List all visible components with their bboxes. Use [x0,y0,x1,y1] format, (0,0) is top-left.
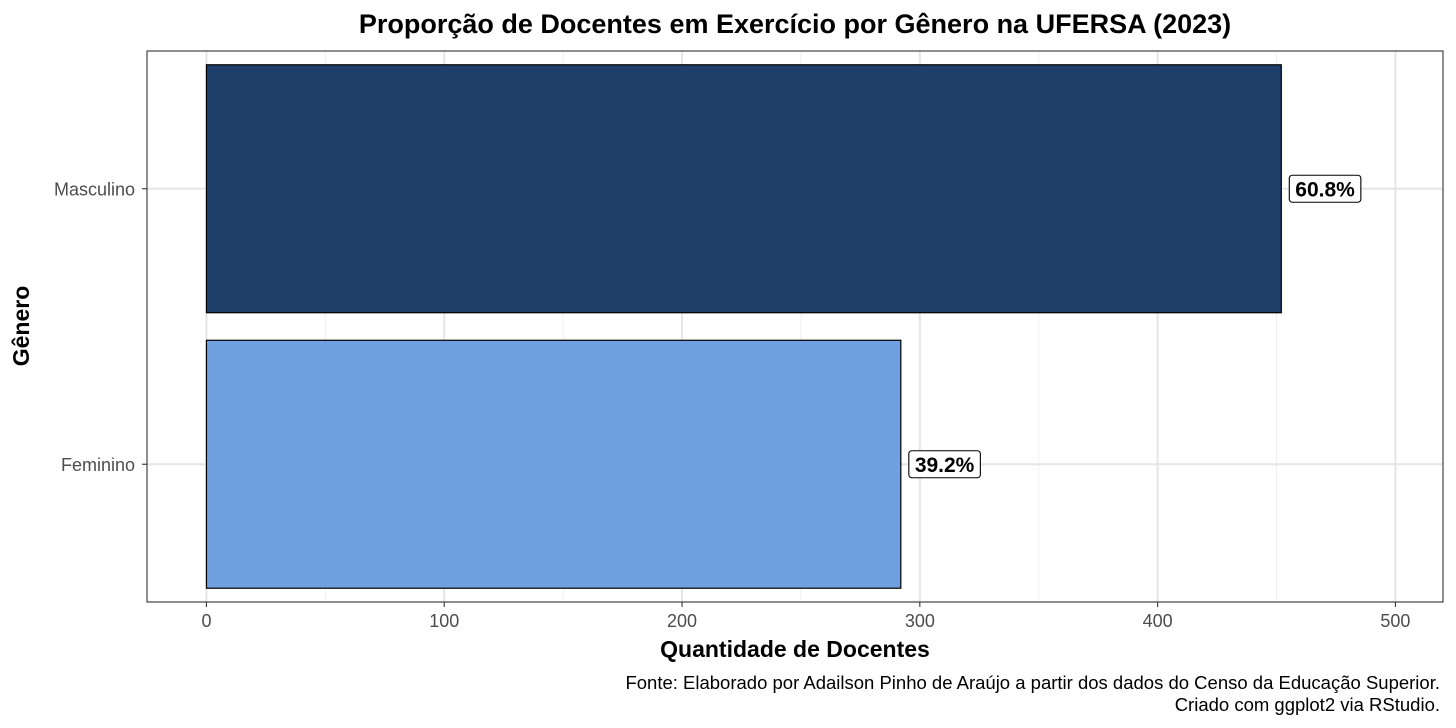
x-tick-label: 400 [1143,611,1173,631]
data-label-text: 39.2% [915,454,975,477]
y-axis-title: Gênero [8,286,34,367]
data-label-box [1288,174,1362,203]
x-tick-label: 0 [201,611,211,631]
x-tick-label: 300 [905,611,935,631]
data-labels: 60.8% 39.2% [908,174,1362,479]
bar-masculino [205,64,1282,314]
data-label-box [908,450,981,479]
caption-source: Fonte: Elaborado por Adailson Pinho de A… [625,672,1440,693]
data-label-masculino: 60.8% [1288,174,1362,203]
x-tick-label: 100 [429,611,459,631]
y-tick-label: Masculino [54,179,135,199]
data-label-text: 60.8% [1295,178,1355,201]
bar-feminino [205,339,902,589]
plot-panel-border [146,50,1444,603]
y-tick-label: Feminino [61,455,135,475]
bars [205,64,1282,589]
caption-credit: Criado com ggplot2 via RStudio. [1175,694,1440,715]
x-tick-label: 500 [1380,611,1410,631]
axis-ticks: 0 100 200 300 400 500 Masculino Feminino [54,179,1411,631]
x-axis-title: Quantidade de Docentes [660,636,930,662]
chart-title: Proporção de Docentes em Exercício por G… [359,9,1231,39]
x-tick-label: 200 [667,611,697,631]
data-label-feminino: 39.2% [908,450,981,479]
